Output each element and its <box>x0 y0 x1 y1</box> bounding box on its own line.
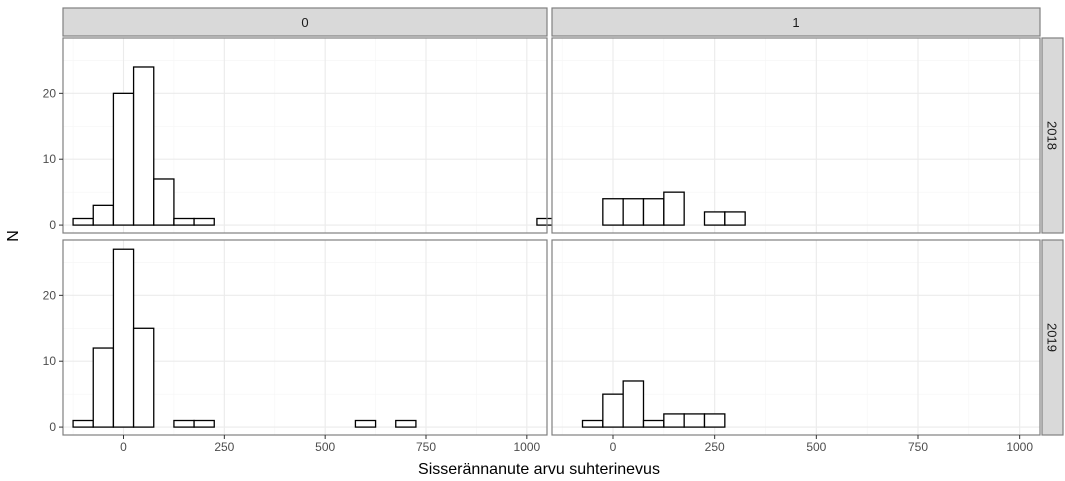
histogram-bar <box>683 413 706 428</box>
panel-border <box>551 37 1041 234</box>
y-tick-label: 0 <box>49 218 56 232</box>
panels-layer <box>62 37 1041 436</box>
histogram-bar <box>663 413 685 428</box>
histogram-bar <box>703 211 726 226</box>
x-tick-label: 0 <box>610 440 617 454</box>
x-tick-label: 1000 <box>1006 440 1033 454</box>
strip-label: 2019 <box>1045 323 1060 352</box>
y-tick-label: 0 <box>49 420 56 434</box>
y-tick-label: 10 <box>43 152 57 166</box>
histogram-bar <box>703 413 726 428</box>
panel-border <box>551 239 1041 436</box>
histogram-bar <box>724 211 746 226</box>
panel-1-2018 <box>551 37 1041 234</box>
strip-col-0: 0 <box>62 7 548 37</box>
panel-0-2019 <box>62 239 548 436</box>
panel-border <box>62 37 548 234</box>
histogram-bar <box>173 419 195 428</box>
facet-strips: 0 1 2018 2019 <box>62 7 1064 436</box>
histogram-bar <box>642 419 665 428</box>
histogram-bar <box>72 419 94 428</box>
x-tick-label: 500 <box>315 440 335 454</box>
histogram-bar <box>622 380 645 428</box>
histogram-bar <box>581 419 604 428</box>
histogram-bar <box>602 393 624 428</box>
panel-0-2018 <box>62 37 558 234</box>
histogram-bar <box>153 178 175 226</box>
strip-background <box>1041 37 1064 234</box>
y-axis-ticks: 0 10 20 0 10 20 <box>43 86 63 434</box>
x-axis-title: Sisserännanute arvu suhterinevus <box>418 461 660 478</box>
x-tick-label: 250 <box>214 440 234 454</box>
x-tick-label: 750 <box>416 440 436 454</box>
strip-background <box>551 7 1041 37</box>
histogram-bar <box>663 191 685 226</box>
histogram-bar <box>132 327 155 428</box>
x-tick-label: 1000 <box>513 440 540 454</box>
histogram-bar <box>395 419 417 428</box>
panel-border <box>62 239 548 436</box>
y-axis-title: N <box>5 230 22 242</box>
histogram-bar <box>92 204 115 226</box>
histogram-bar <box>92 347 115 428</box>
histogram-bar <box>642 198 665 226</box>
y-tick-label: 20 <box>43 86 57 100</box>
histogram-bar <box>622 198 645 226</box>
strip-row-2018: 2018 <box>1041 37 1064 234</box>
strip-col-1: 1 <box>551 7 1041 37</box>
histogram-bar <box>602 198 624 226</box>
x-tick-label: 750 <box>908 440 928 454</box>
strip-row-2019: 2019 <box>1041 239 1064 436</box>
strip-background <box>1041 239 1064 436</box>
histogram-bar <box>72 217 94 226</box>
panel-1-2019 <box>551 239 1041 436</box>
strip-background <box>62 7 548 37</box>
histogram-bar <box>193 217 215 226</box>
y-tick-label: 10 <box>43 354 57 368</box>
histogram-bar <box>132 66 155 226</box>
x-axis-ticks: 0 250 500 750 1000 0 250 500 750 1000 <box>120 435 1033 454</box>
x-tick-label: 500 <box>806 440 826 454</box>
histogram-bar <box>354 419 377 428</box>
histogram-bar <box>193 419 215 428</box>
histogram-bar <box>112 92 135 226</box>
strip-label: 1 <box>792 15 799 30</box>
x-tick-label: 250 <box>705 440 725 454</box>
strip-label: 0 <box>301 15 308 30</box>
y-tick-label: 20 <box>43 288 57 302</box>
histogram-bar <box>112 248 135 428</box>
histogram-bar <box>173 217 195 226</box>
strip-label: 2018 <box>1045 121 1060 150</box>
x-tick-label: 0 <box>120 440 127 454</box>
